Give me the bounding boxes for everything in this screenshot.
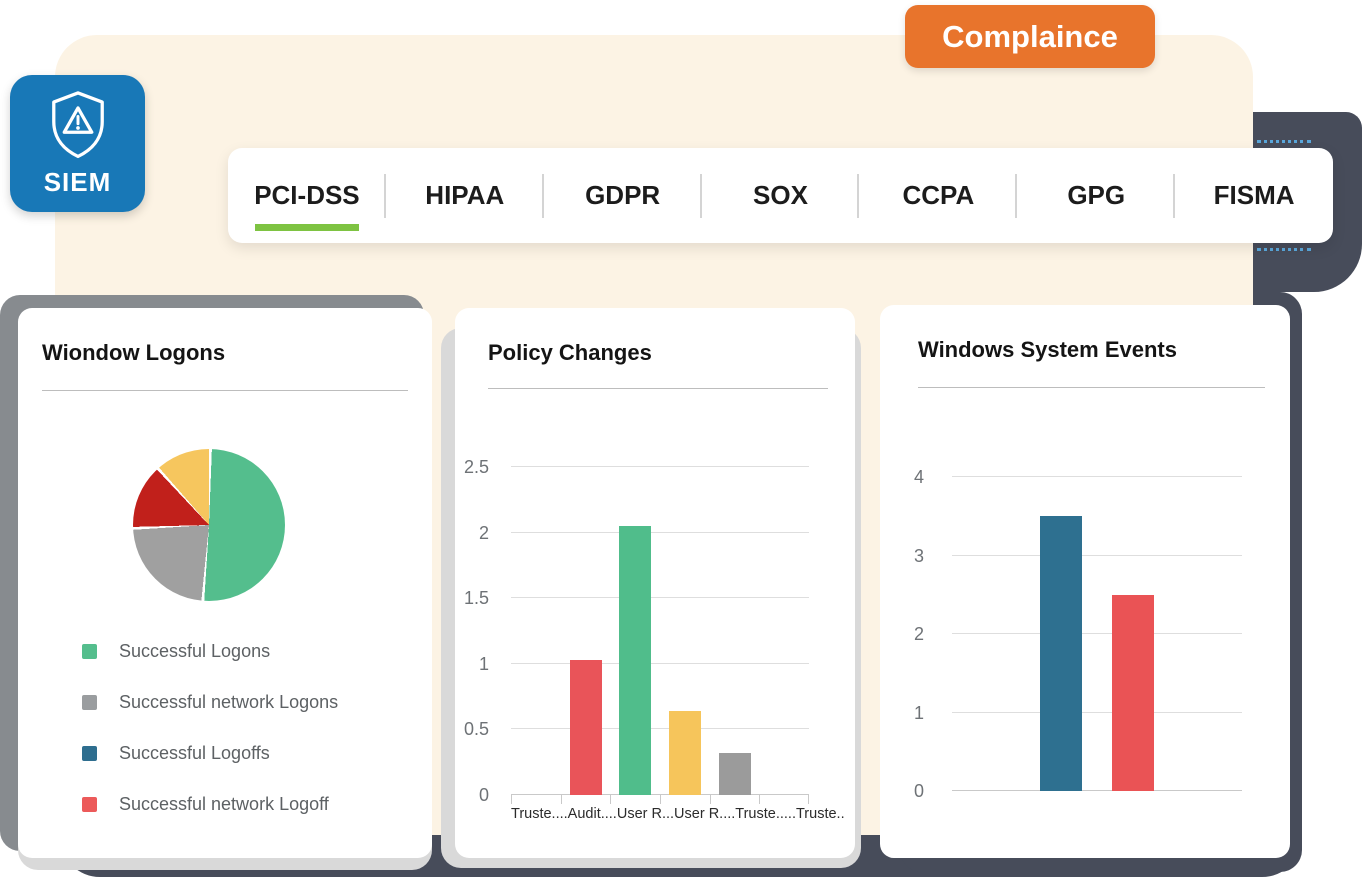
legend-swatch	[82, 796, 97, 812]
legend-label: Successful Logons	[119, 640, 271, 661]
tab-label: PCI-DSS	[254, 180, 360, 210]
legend-label: Successful Logoffs	[119, 742, 270, 763]
y-tick-label: 1	[913, 702, 924, 723]
x-category-label: Truste.....	[735, 806, 796, 822]
card-title: Wiondow Logons	[42, 340, 226, 365]
tab-label: HIPAA	[425, 180, 505, 210]
tab-fisma[interactable]: FISMA	[1175, 148, 1333, 243]
y-tick-label: 3	[913, 545, 924, 566]
compliance-badge: Complaince	[905, 5, 1155, 68]
card-policy-changes: Policy Changes 0 0.5 1 1.5 2 2.5 Truste.... Au…	[455, 308, 855, 858]
legend-swatch	[82, 643, 97, 659]
tab-label: SOX	[753, 180, 808, 210]
legend-swatch	[82, 694, 97, 710]
tab-bar: PCI-DSS HIPAA GDPR SOX CCPA GPG FISMA	[228, 148, 1333, 243]
y-tick-label: 0.5	[463, 719, 489, 740]
pie-chart	[133, 449, 285, 601]
legend-item: Successful network Logons	[82, 691, 339, 712]
shield-warning-icon	[44, 89, 112, 166]
siem-tile-label: SIEM	[43, 167, 112, 197]
tab-label: CCPA	[902, 180, 975, 210]
x-category-cell: User R...	[617, 804, 674, 826]
gridline-0	[952, 790, 1242, 791]
y-axis-labels: 0 0.5 1 1.5 2 2.5	[455, 458, 503, 804]
y-axis-labels: 0 1 2 3 4	[890, 468, 938, 800]
y-tick-label: 1.5	[463, 588, 489, 609]
gridline-1	[511, 662, 809, 664]
legend-label: Successful network Logoff	[119, 793, 329, 814]
tab-hipaa[interactable]: HIPAA	[386, 148, 544, 243]
legend-swatch	[82, 745, 97, 761]
y-tick-label: 2.5	[463, 457, 489, 477]
x-category-cell: Truste.....	[735, 804, 796, 826]
y-tick-label: 1	[478, 653, 489, 674]
y-tick-label: 4	[913, 467, 924, 487]
x-category-cell: Audit....	[568, 804, 617, 826]
x-tick-mark	[808, 795, 809, 804]
tab-pci-dss[interactable]: PCI-DSS	[228, 148, 386, 243]
card-title: Policy Changes	[488, 340, 652, 365]
gridline-0	[511, 794, 809, 795]
card-title-divider	[488, 388, 828, 389]
x-category-label: User R...	[616, 806, 675, 822]
gridline-2	[952, 633, 1242, 634]
bar	[718, 753, 751, 795]
dotted-accent-line-top	[1257, 140, 1311, 143]
tab-gpg[interactable]: GPG	[1017, 148, 1176, 243]
tab-label: GPG	[1067, 180, 1126, 210]
legend-item: Successful Logons	[82, 640, 338, 661]
x-category-label: Truste..	[795, 806, 845, 822]
card-window-logons: Wiondow Logons Successful Logons Successf…	[18, 308, 432, 858]
tab-label: FISMA	[1213, 180, 1295, 210]
x-tick-mark	[709, 795, 711, 804]
plot-area	[952, 476, 1242, 791]
x-tick-mark	[610, 795, 612, 804]
pie-legend: Successful Logons Successful network Logo…	[82, 640, 339, 846]
x-category-label: Truste....	[511, 806, 568, 822]
bar	[668, 711, 701, 795]
plot-area	[511, 466, 809, 804]
x-category-label: Audit....	[567, 806, 617, 822]
x-axis-labels: Truste.... Audit.... User R... User R.... Tr…	[511, 804, 845, 826]
gridline-1.5	[511, 597, 809, 599]
compliance-badge-label: Complaince	[942, 18, 1118, 54]
y-tick-label: 0	[478, 785, 489, 805]
tab-label: GDPR	[585, 180, 661, 210]
x-tick-mark	[560, 795, 562, 804]
y-tick-label: 2	[478, 522, 489, 543]
x-tick-mark	[660, 795, 661, 804]
bar	[1039, 516, 1082, 791]
gridline-4	[952, 476, 1242, 477]
x-category-label: User R....	[674, 806, 736, 822]
tab-gdpr[interactable]: GDPR	[544, 148, 702, 243]
x-category-cell: Truste....	[511, 804, 568, 826]
active-tab-underline	[254, 224, 359, 231]
y-tick-label: 2	[913, 624, 924, 644]
gridline-0.5	[511, 728, 809, 730]
card-title: Windows System Events	[918, 337, 1177, 362]
legend-item: Successful Logoffs	[82, 742, 338, 763]
x-tick-mark	[759, 795, 761, 804]
bar	[1112, 594, 1155, 791]
bar	[569, 659, 602, 795]
x-category-cell: User R....	[674, 804, 735, 826]
card-title-divider	[42, 390, 408, 391]
card-title-divider	[918, 387, 1265, 388]
dotted-accent-line-bottom	[1257, 248, 1311, 251]
legend-label: Successful network Logons	[119, 691, 339, 712]
gridline-2	[511, 531, 809, 533]
card-windows-system-events: Windows System Events 0 1 2 3 4	[880, 305, 1290, 858]
bar	[619, 526, 652, 795]
gridline-3	[952, 554, 1242, 556]
tab-ccpa[interactable]: CCPA	[859, 148, 1018, 243]
gridline-1	[952, 711, 1242, 713]
y-tick-label: 0	[913, 781, 924, 801]
siem-app-tile[interactable]: SIEM	[10, 75, 145, 212]
tab-sox[interactable]: SOX	[702, 148, 860, 243]
x-category-cell: Truste..	[796, 804, 845, 826]
legend-item: Successful network Logoff	[82, 793, 338, 814]
gridline-2.5	[511, 466, 809, 467]
x-tick-mark	[511, 795, 512, 804]
